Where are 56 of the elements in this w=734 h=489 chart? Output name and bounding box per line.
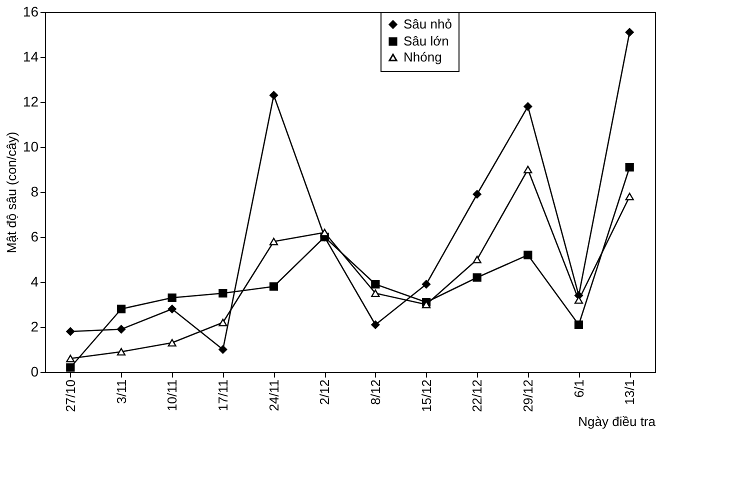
point bbox=[269, 90, 278, 100]
point bbox=[66, 363, 75, 372]
point bbox=[472, 273, 482, 282]
x-tick-label: 2/12 bbox=[317, 380, 332, 405]
point bbox=[320, 228, 329, 236]
y-tick-label: 10 bbox=[22, 138, 39, 154]
y-tick-label: 0 bbox=[30, 364, 39, 380]
x-tick-label: 13/1 bbox=[622, 380, 638, 405]
x-tick-label: 17/11 bbox=[215, 380, 230, 412]
point bbox=[168, 304, 176, 314]
point bbox=[524, 166, 532, 174]
x-tick-label: 6/1 bbox=[571, 380, 586, 398]
point bbox=[66, 327, 75, 336]
y-axis-title: Mật độ sâu (con/cây) bbox=[4, 132, 19, 254]
x-tick-label: 22/12 bbox=[470, 380, 485, 412]
legend-label: Sâu nhỏ bbox=[404, 16, 452, 32]
y-tick-label: 2 bbox=[30, 318, 39, 334]
y-tick-label: 16 bbox=[22, 4, 39, 20]
x-tick-label: 3/11 bbox=[114, 380, 129, 404]
legend-label: Sâu lớn bbox=[404, 34, 449, 48]
y-tick-label: 6 bbox=[30, 228, 39, 244]
x-tick-label: 27/10 bbox=[62, 380, 78, 412]
y-tick-label: 4 bbox=[30, 274, 39, 290]
point bbox=[422, 280, 431, 289]
x-axis-title: Ngày điều tra bbox=[578, 414, 656, 430]
point bbox=[524, 102, 532, 111]
point bbox=[472, 256, 482, 264]
point bbox=[168, 338, 176, 347]
point bbox=[116, 304, 126, 314]
point bbox=[371, 289, 380, 298]
point bbox=[625, 192, 634, 200]
y-tick-label: 12 bbox=[22, 94, 39, 110]
point bbox=[574, 320, 584, 330]
point bbox=[625, 28, 634, 37]
point bbox=[218, 345, 228, 354]
x-tick-label: 24/11 bbox=[266, 380, 282, 412]
x-tick-label: 15/12 bbox=[418, 380, 434, 412]
point bbox=[269, 238, 278, 246]
point bbox=[371, 280, 380, 289]
point bbox=[218, 288, 228, 298]
point bbox=[524, 250, 532, 260]
y-tick-label: 14 bbox=[22, 48, 39, 64]
y-tick-label: 8 bbox=[30, 184, 39, 200]
point bbox=[472, 190, 482, 199]
legend-label: Nhóng bbox=[404, 50, 442, 64]
point bbox=[625, 162, 634, 172]
point bbox=[66, 354, 75, 362]
x-tick-label: 8/12 bbox=[368, 380, 383, 405]
point bbox=[218, 318, 228, 326]
point bbox=[168, 293, 176, 302]
point bbox=[371, 320, 380, 330]
x-tick-label: 29/12 bbox=[520, 380, 536, 412]
x-tick-label: 10/11 bbox=[164, 380, 180, 412]
point bbox=[116, 348, 126, 356]
point bbox=[116, 324, 126, 334]
point bbox=[269, 282, 278, 291]
